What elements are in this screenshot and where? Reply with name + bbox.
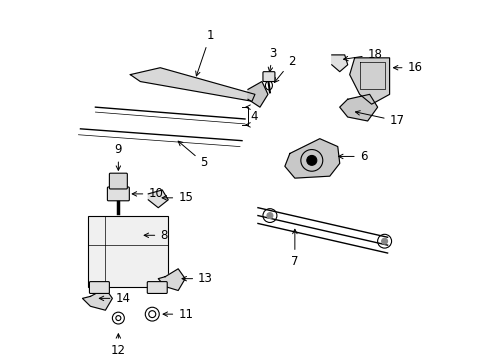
Text: 9: 9 [114,143,122,170]
Polygon shape [148,190,168,208]
Ellipse shape [381,238,387,244]
Text: 15: 15 [162,191,193,204]
Polygon shape [285,139,339,178]
Text: 14: 14 [99,292,130,305]
FancyBboxPatch shape [88,216,168,287]
Text: 2: 2 [274,55,295,82]
Polygon shape [349,58,389,104]
FancyBboxPatch shape [109,173,127,189]
Text: 13: 13 [182,272,213,285]
Text: 6: 6 [338,150,366,163]
Text: 16: 16 [393,61,422,74]
Text: 5: 5 [178,141,207,170]
FancyBboxPatch shape [147,282,167,293]
Text: 1: 1 [195,29,213,76]
Text: 18: 18 [343,48,382,61]
Ellipse shape [266,213,272,219]
Polygon shape [82,288,112,310]
Ellipse shape [306,156,316,165]
Text: 17: 17 [355,111,404,127]
Polygon shape [158,269,185,291]
Text: 11: 11 [163,308,193,321]
Text: 3: 3 [267,47,276,72]
Polygon shape [247,81,267,107]
FancyBboxPatch shape [263,72,274,81]
FancyBboxPatch shape [107,187,129,201]
Text: 12: 12 [111,334,125,357]
Text: 10: 10 [132,188,163,201]
Text: 8: 8 [144,229,167,242]
Polygon shape [130,68,254,101]
Polygon shape [339,94,377,121]
Text: 7: 7 [290,229,298,268]
Text: 4: 4 [249,109,257,122]
Polygon shape [331,55,347,72]
FancyBboxPatch shape [89,282,109,293]
